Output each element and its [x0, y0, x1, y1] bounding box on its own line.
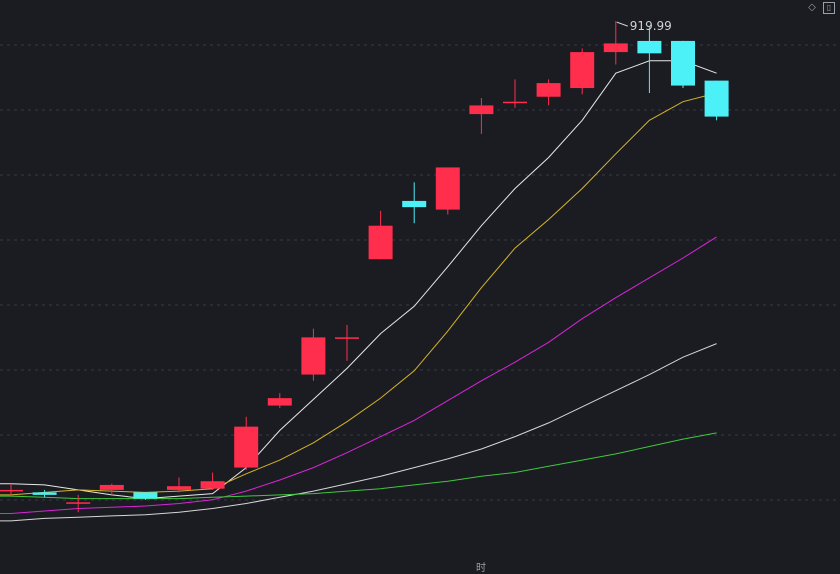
- candle-body: [200, 481, 225, 489]
- candle-body: [32, 492, 57, 495]
- window-icon[interactable]: ▯: [823, 2, 835, 14]
- candle: [402, 182, 427, 224]
- candle: [603, 21, 628, 65]
- candle-body: [234, 426, 259, 468]
- candle: [66, 494, 91, 513]
- ma-line-5: [0, 432, 717, 500]
- candle: [704, 80, 729, 121]
- candle-body: [167, 486, 191, 490]
- candle: [469, 97, 494, 134]
- candle: [671, 40, 695, 89]
- candle: [368, 210, 393, 260]
- candle-body: [503, 101, 527, 104]
- candle-body: [704, 80, 729, 117]
- candle: [536, 79, 561, 106]
- candle-body: [435, 167, 460, 210]
- candle-body: [335, 337, 359, 339]
- bottom-axis-mark: 时: [476, 563, 486, 574]
- candle: [167, 477, 191, 493]
- candle-body: [637, 40, 662, 54]
- candle: [637, 27, 662, 94]
- candle-body: [0, 489, 23, 492]
- candle-body: [267, 398, 292, 406]
- candle: [200, 472, 225, 490]
- candle: [503, 79, 527, 108]
- candle-body: [301, 337, 326, 375]
- candle: [435, 167, 460, 215]
- diamond-icon[interactable]: ◇: [808, 2, 816, 13]
- candle: [32, 489, 57, 498]
- candle: [99, 483, 124, 497]
- annotations: 919.99: [616, 19, 672, 33]
- candle-body: [99, 484, 124, 490]
- candle: [335, 324, 359, 361]
- candle: [267, 393, 292, 409]
- max-price-label: 919.99: [630, 19, 672, 33]
- candle-body: [133, 492, 158, 499]
- candle-body: [536, 83, 561, 97]
- candle-body: [603, 43, 628, 53]
- ma-line-2: [0, 92, 717, 496]
- grid-lines: [0, 44, 840, 501]
- ma-line-1: [0, 60, 717, 500]
- candle: [133, 492, 158, 500]
- moving-average-lines: [0, 60, 717, 522]
- candle-body: [469, 105, 494, 115]
- candlesticks: [0, 21, 729, 513]
- candle: [0, 483, 23, 497]
- ma-line-4: [0, 343, 717, 522]
- candle: [570, 48, 595, 95]
- candle-body: [570, 52, 595, 89]
- candle: [301, 328, 326, 381]
- ma-line-3: [0, 236, 717, 514]
- candle-body: [368, 225, 393, 260]
- candle-body: [402, 200, 427, 208]
- max-price-pointer: [616, 21, 628, 27]
- candle: [234, 416, 259, 471]
- candle-body: [671, 40, 695, 86]
- candle-body: [66, 502, 91, 504]
